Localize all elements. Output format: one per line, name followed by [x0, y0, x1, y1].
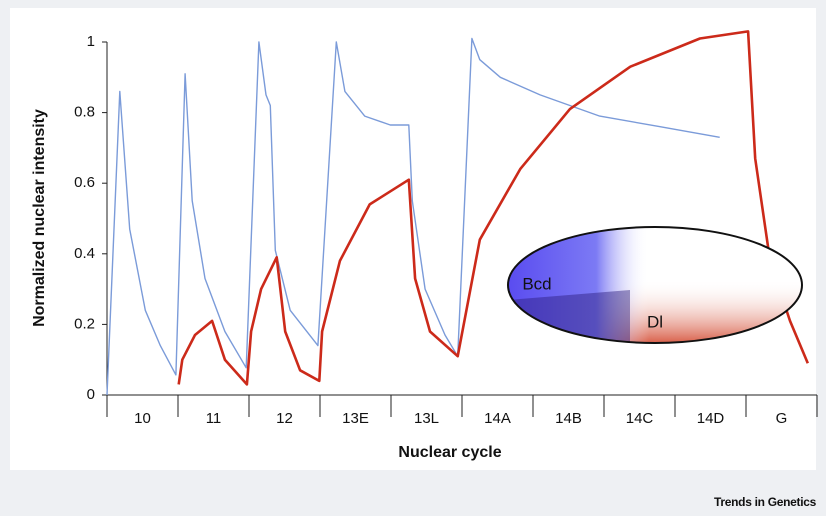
y-tick-label: 0.6 — [74, 174, 95, 191]
x-axis-title: Nuclear cycle — [398, 444, 501, 461]
source: Trends in Genetics — [714, 495, 817, 509]
y-axis-title: Normalized nuclear intensity — [31, 109, 48, 327]
y-tick-label: 0 — [87, 386, 95, 403]
x-tick-label: G — [776, 410, 788, 427]
y-tick-label: 0.4 — [74, 245, 95, 262]
y-tick-label: 0.8 — [74, 104, 95, 121]
x-tick-label: 13L — [414, 410, 439, 427]
x-tick-label: 14D — [697, 410, 725, 427]
x-tick-label: 14C — [626, 410, 654, 427]
series-line — [177, 30, 809, 386]
x-tick-label: 12 — [276, 410, 293, 427]
x-tick-label: 14A — [484, 410, 511, 427]
embryo-fill — [508, 227, 802, 343]
x-tick-label: 10 — [134, 410, 151, 427]
y-tick-label: 1 — [87, 33, 95, 50]
dl-label: Dl — [647, 312, 663, 331]
bcd-label: Bcd — [522, 274, 551, 293]
x-tick-label: 13E — [342, 410, 369, 427]
x-tick-label: 14B — [555, 410, 582, 427]
y-tick-label: 0.2 — [74, 315, 95, 332]
x-tick-label: 11 — [206, 410, 222, 427]
series-line — [106, 37, 720, 396]
embryo-outline — [507, 226, 803, 344]
